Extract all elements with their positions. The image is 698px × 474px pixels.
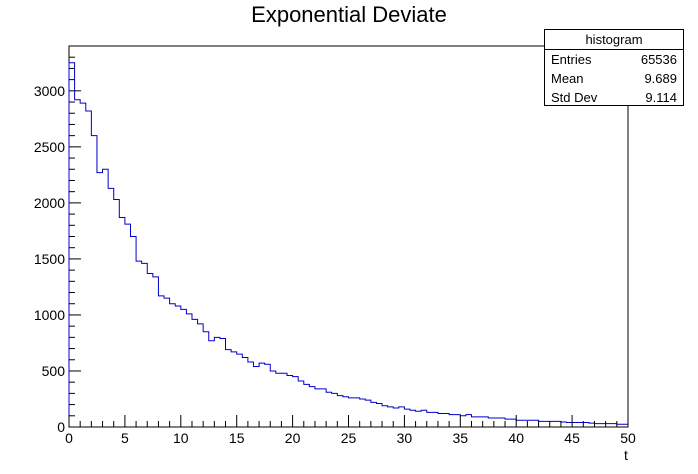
x-tick-label: 40 [508, 430, 524, 446]
stats-row-mean: Mean 9.689 [545, 69, 683, 88]
stats-box: histogram Entries 65536 Mean 9.689 Std D… [544, 29, 684, 106]
y-tick-label: 1000 [34, 307, 65, 323]
stats-value: 65536 [640, 52, 677, 67]
y-tick-label: 3000 [34, 83, 65, 99]
x-axis-label: t [624, 447, 628, 463]
y-tick-label: 1500 [34, 251, 65, 267]
stats-row-entries: Entries 65536 [545, 50, 683, 69]
x-tick-label: 20 [285, 430, 301, 446]
stats-row-stddev: Std Dev 9.114 [545, 88, 683, 107]
x-tick-label: 5 [121, 430, 129, 446]
y-tick-label: 2000 [34, 195, 65, 211]
chart-title: Exponential Deviate [251, 2, 447, 27]
x-tick-label: 15 [229, 430, 245, 446]
x-tick-label: 50 [620, 430, 636, 446]
y-tick-label: 2500 [34, 139, 65, 155]
y-tick-label: 500 [42, 363, 66, 379]
stats-key: Mean [551, 71, 584, 86]
y-tick-label: 0 [57, 419, 65, 435]
stats-key: Entries [551, 52, 592, 67]
stats-header: histogram [545, 30, 683, 50]
x-tick-label: 10 [173, 430, 189, 446]
x-tick-label: 25 [341, 430, 357, 446]
x-tick-label: 0 [65, 430, 73, 446]
stats-key: Std Dev [551, 90, 598, 105]
histogram-series [68, 62, 629, 427]
x-tick-label: 45 [564, 430, 580, 446]
x-tick-label: 30 [397, 430, 413, 446]
stats-value: 9.114 [645, 90, 677, 105]
x-tick-label: 35 [453, 430, 469, 446]
stats-value: 9.689 [644, 71, 677, 86]
